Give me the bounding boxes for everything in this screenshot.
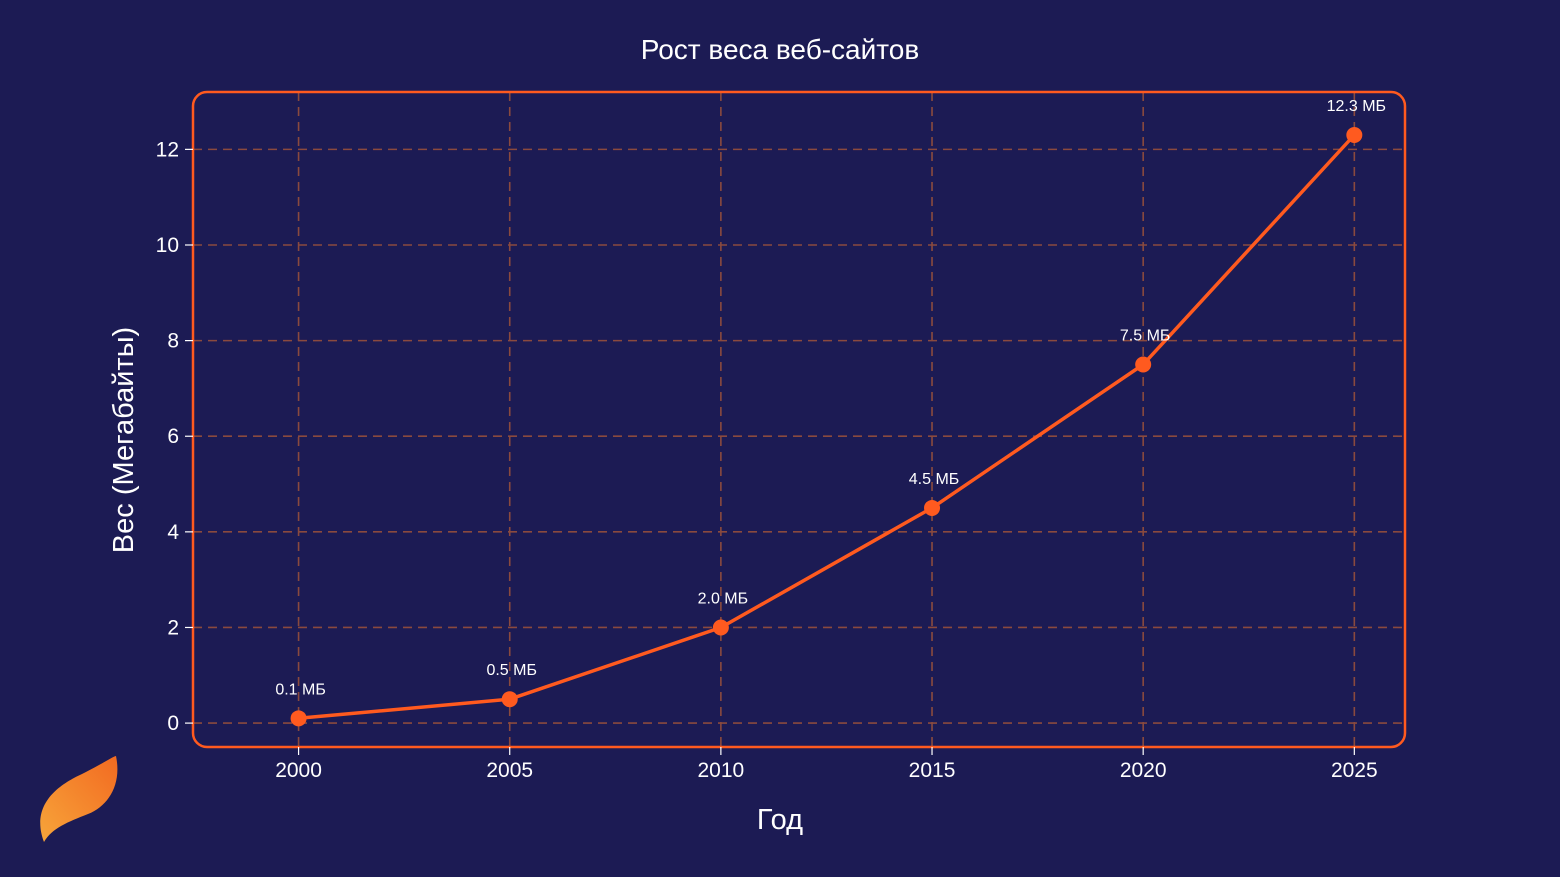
chart-title: Рост веса веб-сайтов xyxy=(641,34,919,65)
y-tick-label: 8 xyxy=(167,330,179,353)
x-axis-title: Год xyxy=(757,804,803,836)
x-tick-label: 2010 xyxy=(698,759,745,782)
grid xyxy=(193,92,1405,747)
y-axis-title: Вес (Мегабайты) xyxy=(108,327,140,553)
flame-logo-icon xyxy=(40,756,118,842)
x-tick-label: 2025 xyxy=(1331,759,1378,782)
series-line xyxy=(296,133,1357,721)
data-point xyxy=(924,499,941,516)
y-tick-label: 12 xyxy=(156,138,179,161)
y-tick-label: 10 xyxy=(156,234,179,257)
data-point xyxy=(1346,127,1363,144)
x-tick-label: 2005 xyxy=(486,759,533,782)
x-tick-label: 2020 xyxy=(1120,759,1167,782)
y-tick-label: 6 xyxy=(167,425,179,448)
data-point xyxy=(1135,356,1152,373)
y-tick-label: 4 xyxy=(167,521,179,544)
data-point xyxy=(290,710,307,727)
x-tick-label: 2015 xyxy=(909,759,956,782)
y-axis-ticks: 0 2 4 6 8 10 12 xyxy=(156,138,193,735)
data-point xyxy=(712,619,729,636)
data-label: 0.5 МБ xyxy=(486,662,537,679)
x-axis-ticks: 2000 2005 2010 2015 2020 2025 xyxy=(275,747,1378,782)
x-tick-label: 2000 xyxy=(275,759,322,782)
y-tick-label: 2 xyxy=(167,616,179,639)
data-label: 2.0 МБ xyxy=(698,590,749,607)
data-label: 12.3 МБ xyxy=(1327,98,1386,115)
plot-frame xyxy=(191,90,1407,749)
data-point xyxy=(501,691,518,708)
y-tick-label: 0 xyxy=(167,712,179,735)
data-label: 0.1 МБ xyxy=(275,681,326,698)
data-label: 4.5 МБ xyxy=(909,471,960,488)
data-labels: 0.1 МБ 0.5 МБ 2.0 МБ 4.5 МБ 7.5 МБ 12.3 МБ xyxy=(275,98,1386,698)
data-label: 7.5 МБ xyxy=(1120,328,1171,345)
data-points xyxy=(290,127,1363,727)
